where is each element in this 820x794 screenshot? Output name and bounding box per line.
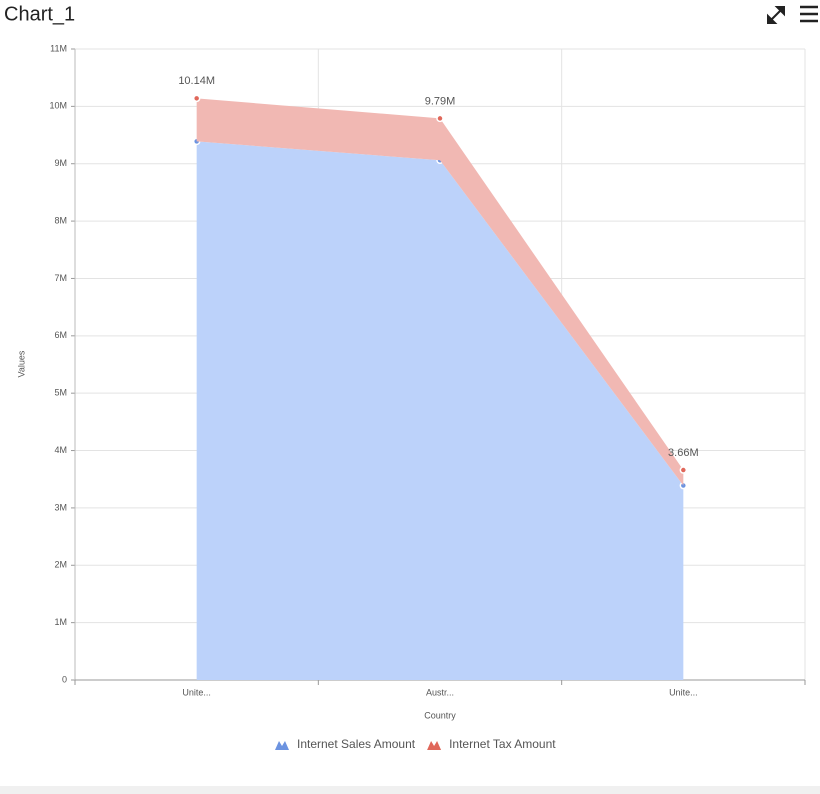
y-tick-label: 4M	[54, 445, 67, 455]
y-tick-label: 10M	[49, 101, 67, 111]
legend-label: Internet Sales Amount	[297, 737, 416, 751]
point	[679, 466, 688, 474]
y-tick-label: 2M	[54, 560, 67, 570]
x-tick-label: Unite...	[182, 687, 211, 697]
legend-icon	[427, 741, 442, 750]
point	[192, 94, 201, 103]
x-axis-label: Country	[424, 710, 456, 720]
y-tick-label: 1M	[54, 617, 67, 627]
x-tick-label: Austr...	[426, 687, 454, 697]
y-tick-label: 5M	[54, 388, 67, 398]
menu-icon[interactable]	[800, 5, 818, 23]
data-label: 9.79M	[425, 95, 456, 107]
y-tick-label: 9M	[54, 158, 67, 168]
y-tick-label: 8M	[54, 215, 67, 225]
point	[436, 114, 444, 123]
legend-label: Internet Tax Amount	[449, 737, 556, 751]
expand-icon[interactable]	[767, 6, 785, 24]
footer-bar	[0, 786, 820, 794]
y-tick-label: 11M	[50, 43, 67, 53]
x-tick-label: Unite...	[669, 687, 698, 697]
y-axis-label: Values	[16, 350, 26, 377]
data-label: 10.14M	[178, 75, 215, 87]
area	[196, 98, 684, 486]
legend-icon	[275, 741, 289, 750]
y-tick-label: 7M	[54, 273, 67, 283]
chart-title: Chart_1	[4, 3, 75, 25]
y-tick-label: 3M	[54, 502, 67, 512]
data-label: 3.66M	[668, 447, 699, 459]
y-tick-label: 0	[62, 674, 67, 684]
y-tick-label: 6M	[54, 330, 67, 340]
area	[196, 141, 684, 680]
